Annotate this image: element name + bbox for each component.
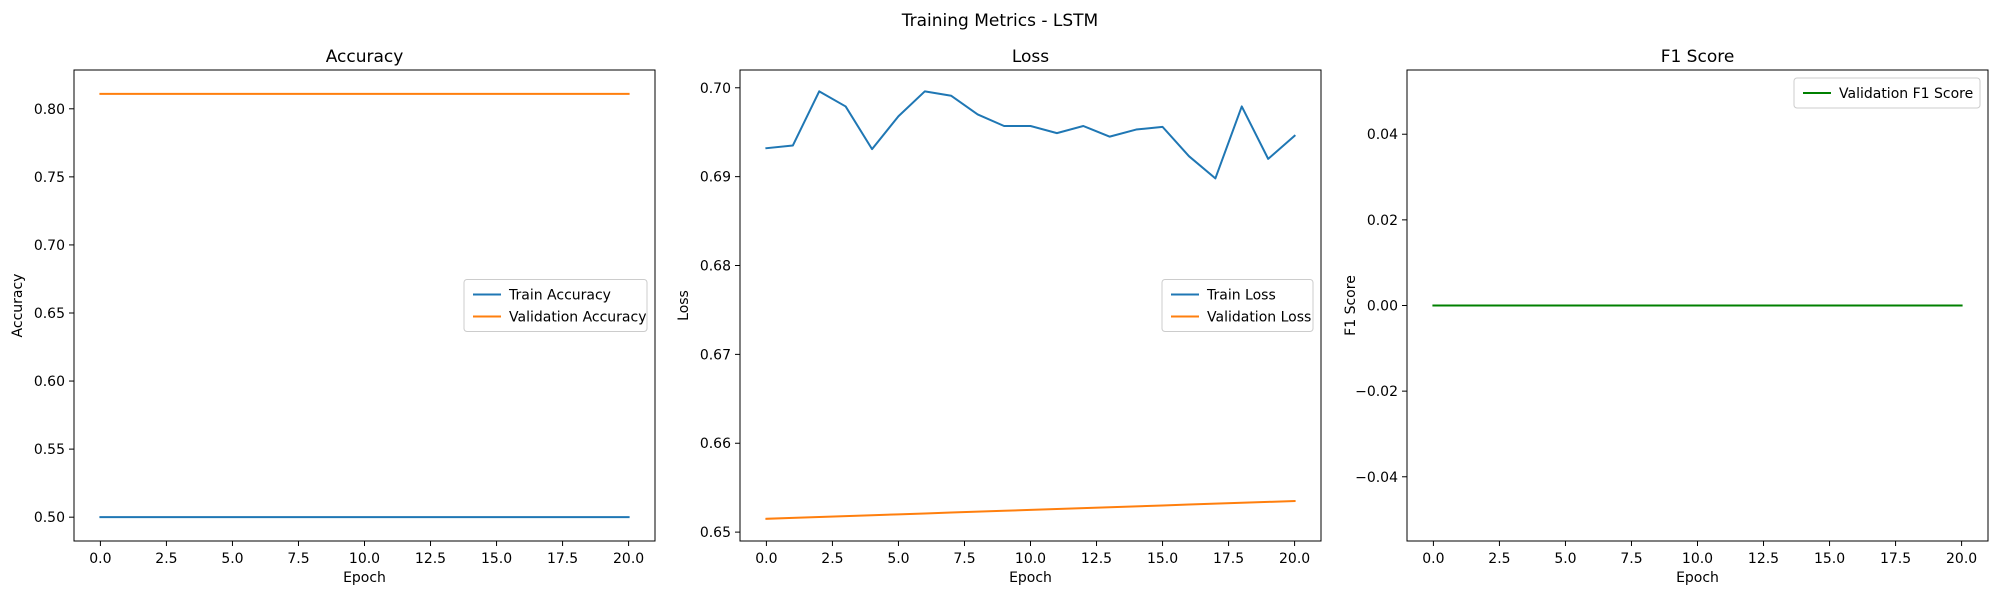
loss-y-tick-label: 0.67 <box>700 347 731 363</box>
train-loss-legend-label: Train Loss <box>1206 288 1276 304</box>
f1-score-x-tick-label: 0.0 <box>1422 551 1444 567</box>
loss-x-tick-label: 12.5 <box>1081 551 1112 567</box>
f1-score-legend-box <box>1793 77 1981 109</box>
loss-x-tick-label: 15.0 <box>1147 551 1178 567</box>
f1-score-y-tick-label: −0.02 <box>1355 384 1398 400</box>
validation-f1-score-legend-label: Validation F1 Score <box>1839 86 1973 102</box>
validation-loss-line <box>765 499 1296 520</box>
loss-chart: Loss 0.0 2.5 5.0 7.5 10.0 12.5 15.0 17.5 20.0 0.65… <box>676 47 1322 586</box>
f1-score-x-tick-label: 20.0 <box>1946 551 1977 567</box>
loss-y-tick-label: 0.65 <box>700 525 731 541</box>
accuracy-y-tick-label: 0.75 <box>34 170 65 186</box>
loss-y-tick-label: 0.70 <box>700 81 731 97</box>
f1-score-x-tick-label: 12.5 <box>1748 551 1779 567</box>
accuracy-x-tick-label: 10.0 <box>349 551 380 567</box>
loss-y-tick-label: 0.68 <box>700 259 731 275</box>
f1-score-y-tick-label: 0.04 <box>1367 127 1398 143</box>
loss-x-tick-label: 10.0 <box>1015 551 1046 567</box>
loss-chart-title: Loss <box>1012 47 1049 67</box>
loss-x-tick-label: 17.5 <box>1213 551 1244 567</box>
accuracy-x-axis-label: Epoch <box>343 570 386 586</box>
accuracy-chart-title: Accuracy <box>326 47 404 67</box>
loss-x-tick-label: 2.5 <box>821 551 843 567</box>
accuracy-y-tick-label: 0.60 <box>34 374 65 390</box>
validation-loss-legend-label: Validation Loss <box>1207 310 1311 326</box>
f1-score-y-tick-label: −0.04 <box>1355 470 1398 486</box>
f1-score-x-tick-label: 5.0 <box>1554 551 1576 567</box>
accuracy-x-tick-label: 15.0 <box>481 551 512 567</box>
f1-score-x-tick-label: 15.0 <box>1814 551 1845 567</box>
train-loss-line <box>765 90 1297 180</box>
f1-score-x-tick-label: 7.5 <box>1620 551 1642 567</box>
loss-y-tick-label: 0.66 <box>700 436 731 452</box>
accuracy-x-tick-label: 0.0 <box>89 551 111 567</box>
loss-y-axis-label: Loss <box>676 290 692 321</box>
f1-score-y-tick-label: 0.00 <box>1367 299 1398 315</box>
loss-x-tick-label: 20.0 <box>1279 551 1310 567</box>
train-accuracy-legend-label: Train Accuracy <box>508 288 611 304</box>
accuracy-y-tick-label: 0.65 <box>34 306 65 322</box>
loss-x-tick-label: 7.5 <box>953 551 975 567</box>
validation-accuracy-legend-label: Validation Accuracy <box>509 310 647 326</box>
accuracy-chart: Accuracy 0.0 2.5 5.0 7.5 10.0 12.5 15.0 17.5 20.0… <box>10 47 656 586</box>
accuracy-x-tick-label: 12.5 <box>415 551 446 567</box>
accuracy-y-axis-label: Accuracy <box>10 274 26 338</box>
loss-x-tick-label: 5.0 <box>887 551 909 567</box>
f1-score-x-axis-label: Epoch <box>1676 570 1719 586</box>
accuracy-y-tick-label: 0.80 <box>34 102 65 118</box>
accuracy-x-tick-label: 5.0 <box>221 551 243 567</box>
chart-panels: Accuracy 0.0 2.5 5.0 7.5 10.0 12.5 15.0 17.5 20.0… <box>10 47 1989 586</box>
f1-score-x-tick-label: 17.5 <box>1880 551 1911 567</box>
loss-legend: Train Loss Validation Loss <box>1161 279 1314 332</box>
f1-score-x-tick-label: 2.5 <box>1488 551 1510 567</box>
f1-score-chart: F1 Score 0.0 2.5 5.0 7.5 10.0 12.5 15.0 17.5 20.0… <box>1343 47 1989 586</box>
accuracy-legend-box <box>463 279 648 332</box>
f1-score-legend: Validation F1 Score <box>1793 77 1981 109</box>
accuracy-x-tick-label: 17.5 <box>547 551 578 567</box>
loss-x-tick-label: 0.0 <box>755 551 777 567</box>
f1-score-chart-title: F1 Score <box>1661 47 1735 67</box>
f1-score-x-tick-label: 10.0 <box>1682 551 1713 567</box>
accuracy-x-tick-label: 7.5 <box>287 551 309 567</box>
loss-x-axis-label: Epoch <box>1009 570 1052 586</box>
figure-title: Training Metrics - LSTM <box>901 11 1098 31</box>
accuracy-y-tick-label: 0.70 <box>34 238 65 254</box>
accuracy-x-tick-label: 20.0 <box>613 551 644 567</box>
loss-y-tick-label: 0.69 <box>700 170 731 186</box>
accuracy-legend: Train Accuracy Validation Accuracy <box>463 279 648 332</box>
loss-legend-box <box>1161 279 1314 332</box>
f1-score-y-axis-label: F1 Score <box>1343 275 1359 336</box>
f1-score-y-tick-label: 0.02 <box>1367 213 1398 229</box>
accuracy-y-tick-label: 0.50 <box>34 510 65 526</box>
accuracy-y-tick-label: 0.55 <box>34 442 65 458</box>
accuracy-x-tick-label: 2.5 <box>155 551 177 567</box>
